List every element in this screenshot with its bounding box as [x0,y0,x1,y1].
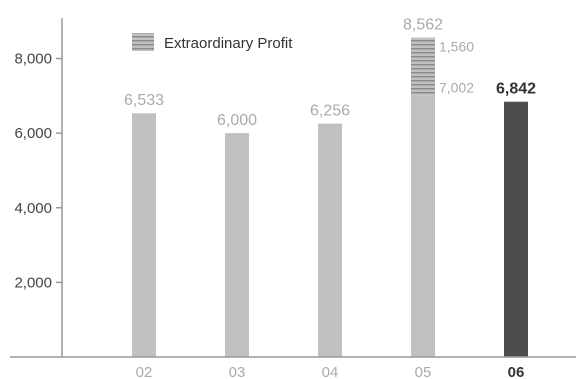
value-label-04: 6,256 [310,103,350,120]
x-axis: 02 03 04 05 06 [10,356,576,379]
bar-03 [225,133,249,357]
bar-05-base [411,95,435,357]
value-label-03: 6,000 [217,112,257,129]
bar-04 [318,123,342,357]
y-tick-label: 6,000 [14,125,52,142]
y-tick-label: 4,000 [14,200,52,217]
bar-06 [504,101,528,358]
legend-swatch-extraordinary-profit [132,33,154,51]
segment-label-base: 7,002 [439,80,474,96]
value-label-02: 6,533 [124,92,164,109]
x-tick-label-02: 02 [136,364,153,379]
bar-02 [132,113,156,358]
legend: Extraordinary Profit [132,33,293,52]
x-tick-label-06: 06 [508,364,525,379]
bar-05-extraordinary-profit [411,37,435,96]
segment-label-extra: 1,560 [439,39,474,55]
legend-label: Extraordinary Profit [164,35,293,52]
y-axis: 2,000 4,000 6,000 8,000 [14,18,63,357]
value-label-06: 6,842 [496,81,536,98]
x-tick-label-03: 03 [229,364,246,379]
legend-swatch-rect [132,33,154,51]
x-tick-label-04: 04 [322,364,339,379]
x-tick-label-05: 05 [415,364,432,379]
bars: 6,533 6,000 6,256 1,560 7,002 8,562 6,842 [124,17,536,358]
y-tick-label: 2,000 [14,274,52,291]
y-tick-label: 8,000 [14,51,52,68]
value-label-05: 8,562 [403,17,443,34]
